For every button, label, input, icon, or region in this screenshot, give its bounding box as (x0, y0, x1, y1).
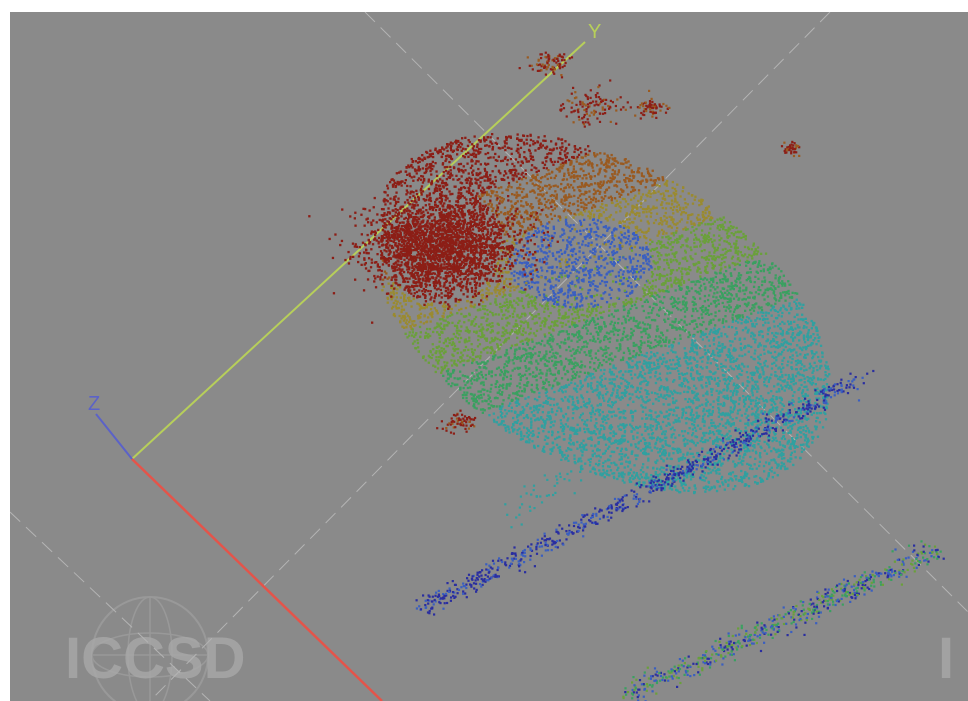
y-axis-label: Y (588, 21, 601, 43)
z-axis-line (95, 413, 133, 460)
x-axis-line (131, 458, 383, 701)
axis-gizmo: Y Z (88, 21, 601, 701)
3d-viewport[interactable]: ICCSD I Y Z (10, 12, 968, 701)
guide-lines (10, 12, 968, 701)
watermark-text: ICCSD (65, 626, 245, 691)
watermark-globe-icon (91, 596, 209, 701)
watermark-text-partial: I (938, 626, 954, 691)
point-cloud-scene: ICCSD I Y Z (10, 12, 968, 701)
point-cloud (308, 51, 945, 701)
y-axis-line (131, 41, 586, 460)
z-axis-label: Z (88, 393, 100, 415)
